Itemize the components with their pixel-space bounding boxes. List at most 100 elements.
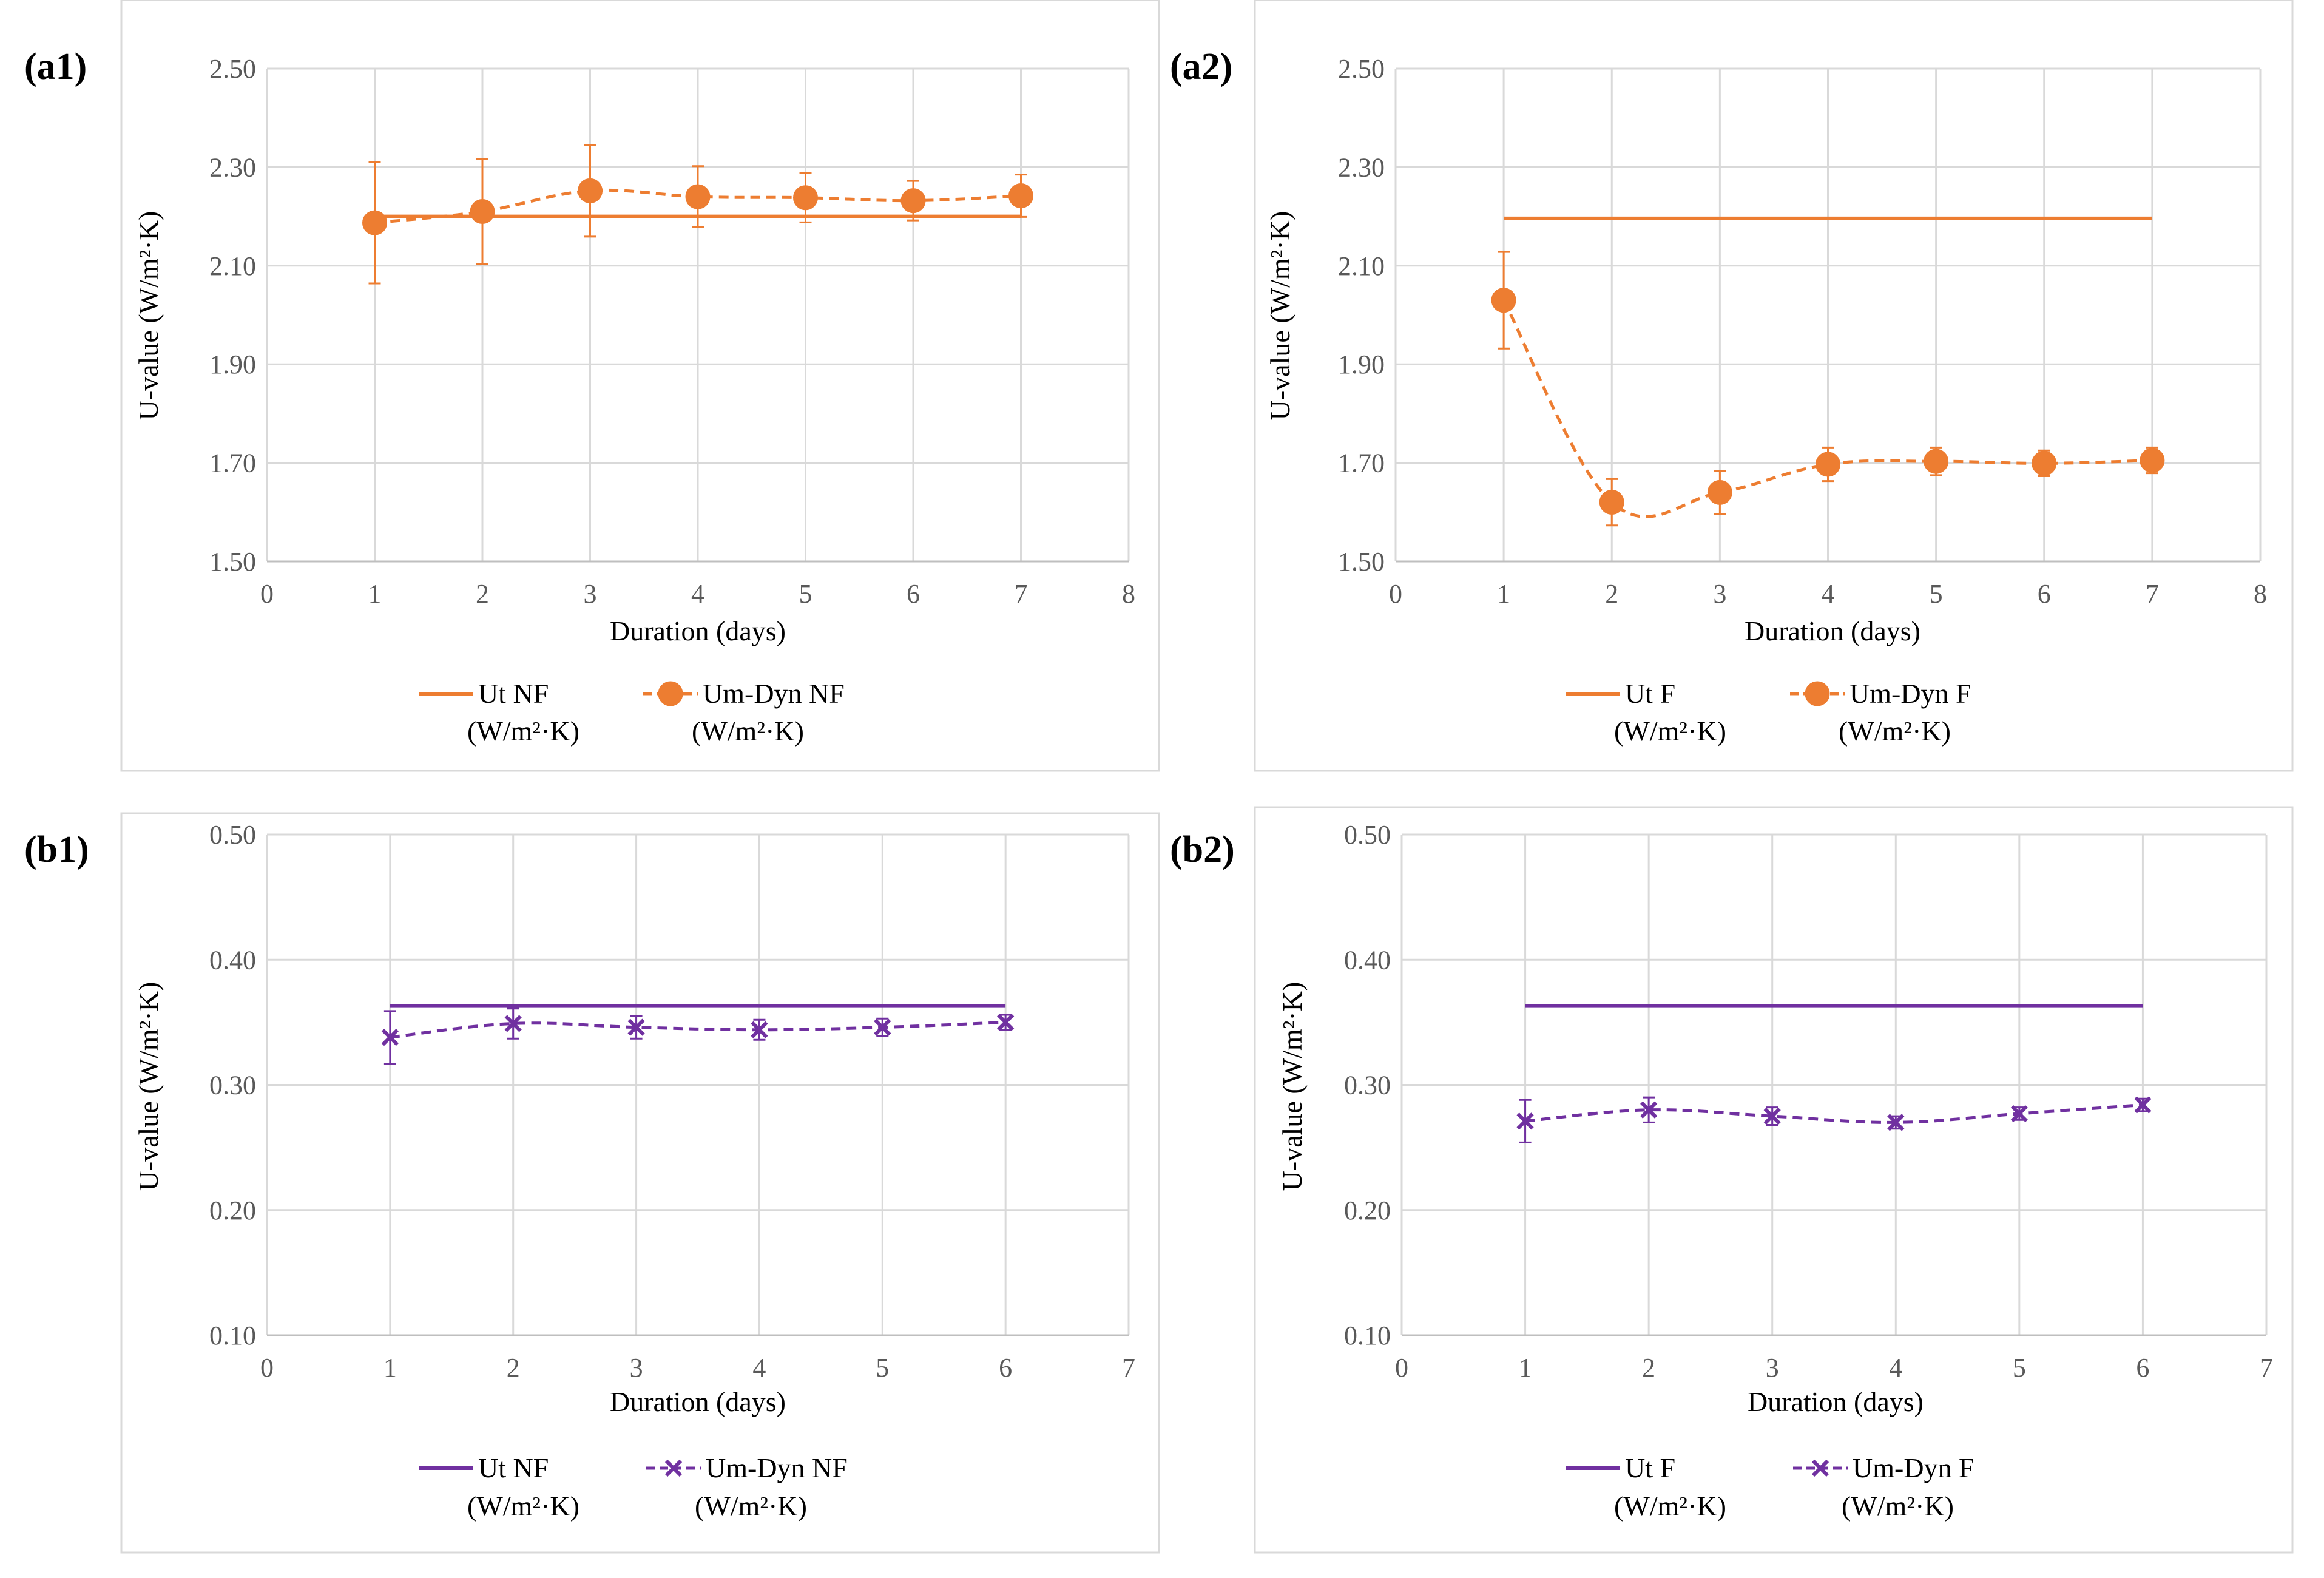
x-tick-label: 4 [1822,579,1835,609]
x-tick-label: 5 [799,579,812,609]
series-um-dyn [362,144,1033,285]
legend-unit: (W/m²·K) [695,1491,807,1522]
legend-unit: (W/m²·K) [1614,716,1726,747]
data-point [1924,449,1949,474]
x-tick-label: 3 [630,1353,643,1383]
data-point [900,188,926,214]
data-point [1887,1114,1905,1131]
y-tick-label: 1.50 [1338,547,1385,577]
legend-unit: (W/m²·K) [1614,1491,1726,1522]
y-axis-title: U-value (W/m²·K) [1277,982,1308,1191]
legend-unit: (W/m²·K) [1839,716,1951,747]
y-tick-label: 2.10 [209,251,256,281]
y-tick-label: 2.30 [1338,152,1385,182]
data-point [2032,450,2057,476]
x-tick-label: 0 [260,579,274,609]
data-point [578,178,603,203]
legend: Ut NF (W/m²·K) Um-Dyn NF (W/m²·K) [419,678,845,747]
legend-item: Um-Dyn NF (W/m²·K) [646,1452,848,1522]
data-point [997,1014,1015,1031]
x-tick-label: 7 [1015,579,1028,609]
legend-label: Ut F [1625,1452,1675,1483]
legend-label: Um-Dyn NF [703,678,845,709]
x-tick-label: 6 [907,579,920,609]
data-point [793,185,818,211]
legend: Ut NF (W/m²·K) Um-Dyn NF (W/m²·K) [419,1452,848,1522]
y-tick-label: 1.90 [1338,350,1385,379]
x-tick-label: 7 [1122,1353,1135,1383]
x-tick-label: 7 [2260,1353,2273,1383]
x-tick-label: 6 [2038,579,2051,609]
legend-item: Ut F (W/m²·K) [1566,1452,1726,1522]
data-point [874,1018,891,1036]
x-axis-title: Duration (days) [1745,615,1920,646]
legend-label: Ut F [1625,678,1675,709]
x-axis-title: Duration (days) [610,615,786,646]
y-tick-label: 0.40 [1344,945,1391,975]
y-axis-title: U-value (W/m²·K) [133,211,164,421]
y-tick-label: 0.20 [1344,1196,1391,1225]
x-tick-label: 8 [2254,579,2267,609]
legend-label: Um-Dyn F [1849,678,1971,709]
y-tick-label: 1.70 [209,449,256,478]
y-tick-label: 0.10 [209,1321,256,1350]
data-point [1599,490,1624,515]
x-tick-label: 6 [999,1353,1012,1383]
x-tick-label: 0 [260,1353,274,1383]
x-tick-label: 1 [383,1353,397,1383]
y-tick-label: 0.20 [209,1196,256,1225]
data-point [362,210,387,235]
data-point [381,1029,399,1046]
x-tick-label: 2 [1605,579,1618,609]
x-tick-label: 2 [1642,1353,1655,1383]
x-tick-label: 4 [752,1353,766,1383]
data-point [504,1015,522,1032]
y-tick-label: 0.50 [1344,820,1391,850]
data-point [1707,479,1732,505]
legend-item: Ut F (W/m²·K) [1566,678,1726,747]
chart-frame [120,0,1160,772]
panel-label: (b2) [1170,829,1235,870]
legend: Ut F (W/m²·K) Um-Dyn F (W/m²·K) [1566,678,1971,747]
x-tick-label: 5 [1930,579,1943,609]
x-tick-label: 4 [691,579,704,609]
chart-b2: (b2) 0.10 0.20 0.30 0.40 0.50 0 1 2 3 4 5 6 7 Duration… [1170,806,2294,1554]
legend-item: Um-Dyn NF (W/m²·K) [643,678,845,747]
series-line [390,1020,1006,1039]
x-axis-title: Duration (days) [610,1386,786,1417]
legend-marker [658,681,683,706]
chart-a2: (a2) 1.50 1.70 1.90 2.10 2.30 2.50 0 1 2 3 4 5 6 7 8 Dur… [1170,0,2294,772]
x-tick-label: 6 [2136,1353,2149,1383]
legend-label: Ut NF [478,1452,549,1483]
x-tick-label: 3 [1713,579,1726,609]
x-tick-label: 3 [1766,1353,1779,1383]
series-um-dyn [381,1007,1015,1065]
legend-marker [1811,1459,1829,1477]
series-line [1525,1103,2143,1124]
x-tick-label: 7 [2146,579,2159,609]
legend-label: Ut NF [478,678,549,709]
panel-label: (a1) [24,46,87,87]
y-tick-label: 2.50 [209,54,256,84]
chart-a1: (a1) 1.50 1.70 1.90 2.10 2.30 2.50 0 1 2 3 4 5 6 7 8 Dur… [24,0,1160,772]
series-um-dyn [1491,251,2165,527]
y-axis-title: U-value (W/m²·K) [1265,211,1295,421]
chart-frame [1254,806,2294,1554]
data-point [1816,452,1840,477]
data-point [2140,448,2165,473]
x-tick-label: 1 [1497,579,1510,609]
data-point [1491,288,1516,313]
y-tick-label: 1.50 [209,547,256,577]
x-tick-label: 2 [476,579,489,609]
legend-item: Um-Dyn F (W/m²·K) [1793,1452,1974,1522]
legend-label: Um-Dyn NF [706,1452,848,1483]
y-tick-label: 1.70 [1338,449,1385,478]
data-point [751,1021,768,1038]
data-point [1640,1101,1658,1119]
data-point [470,198,495,224]
y-tick-label: 2.50 [1338,54,1385,84]
legend: Ut F (W/m²·K) Um-Dyn F (W/m²·K) [1566,1452,1974,1522]
y-tick-label: 1.90 [209,350,256,379]
y-axis-title: U-value (W/m²·K) [133,982,164,1191]
